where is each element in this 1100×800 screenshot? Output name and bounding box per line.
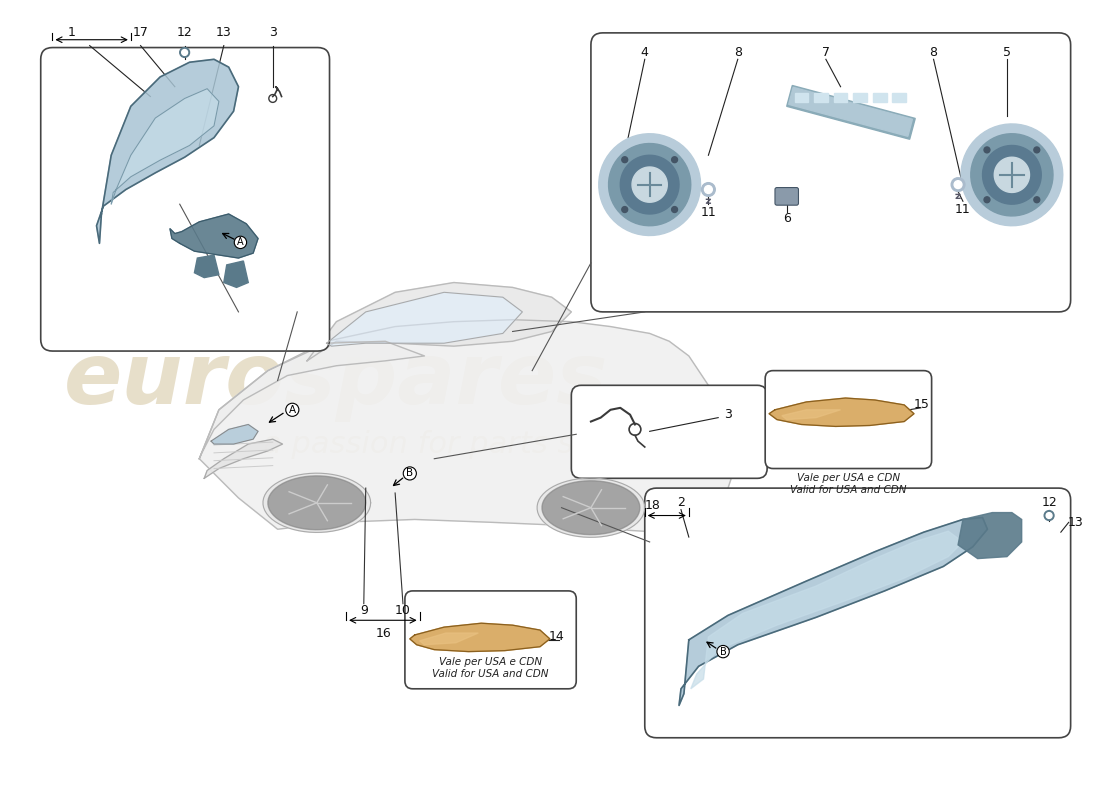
Text: 12: 12 xyxy=(1042,496,1057,510)
Polygon shape xyxy=(542,481,640,534)
Polygon shape xyxy=(327,292,522,346)
Circle shape xyxy=(672,206,678,213)
Polygon shape xyxy=(111,89,219,204)
Polygon shape xyxy=(170,214,258,258)
FancyBboxPatch shape xyxy=(766,370,932,469)
Text: 14: 14 xyxy=(549,630,564,643)
Circle shape xyxy=(984,147,990,153)
Polygon shape xyxy=(961,124,1063,226)
Text: 7: 7 xyxy=(822,46,829,59)
Polygon shape xyxy=(769,398,914,426)
FancyBboxPatch shape xyxy=(41,47,330,351)
Polygon shape xyxy=(971,134,1053,216)
Circle shape xyxy=(704,186,713,194)
Bar xyxy=(789,87,912,136)
Text: Vale per USA e CDN: Vale per USA e CDN xyxy=(796,474,900,483)
Text: 3: 3 xyxy=(724,408,732,421)
Bar xyxy=(814,93,828,102)
Text: 12: 12 xyxy=(177,26,192,39)
Text: 18: 18 xyxy=(645,499,660,512)
Text: 13: 13 xyxy=(216,26,232,39)
Text: Vale per USA e CDN: Vale per USA e CDN xyxy=(439,658,541,667)
Text: eurospares: eurospares xyxy=(64,339,608,422)
Text: Valid for USA and CDN: Valid for USA and CDN xyxy=(790,485,906,495)
Text: A: A xyxy=(238,238,244,247)
Polygon shape xyxy=(958,513,1022,558)
Polygon shape xyxy=(199,320,738,532)
Text: a passion for parts since 1985: a passion for parts since 1985 xyxy=(263,430,724,458)
Circle shape xyxy=(702,182,715,196)
Text: 13: 13 xyxy=(1068,516,1084,529)
Polygon shape xyxy=(205,439,283,478)
Bar xyxy=(794,93,808,102)
Circle shape xyxy=(952,178,965,191)
Polygon shape xyxy=(307,282,571,361)
Text: B: B xyxy=(719,646,726,657)
Polygon shape xyxy=(195,255,219,278)
Text: 16: 16 xyxy=(375,626,392,639)
Circle shape xyxy=(954,181,962,189)
Circle shape xyxy=(1046,513,1052,518)
Bar xyxy=(892,93,906,102)
Bar xyxy=(873,93,887,102)
Text: 5: 5 xyxy=(1003,46,1011,59)
Bar xyxy=(786,86,915,139)
FancyBboxPatch shape xyxy=(571,386,767,478)
Text: A: A xyxy=(289,405,296,414)
Polygon shape xyxy=(419,633,478,645)
Polygon shape xyxy=(598,134,701,235)
Text: 9: 9 xyxy=(360,604,367,617)
Polygon shape xyxy=(199,342,425,458)
Text: 17: 17 xyxy=(133,26,148,39)
Circle shape xyxy=(672,157,678,162)
Circle shape xyxy=(179,47,189,58)
Text: 6: 6 xyxy=(783,212,791,226)
Text: 11: 11 xyxy=(955,202,971,215)
Circle shape xyxy=(182,50,188,55)
Polygon shape xyxy=(994,158,1030,193)
Text: 15: 15 xyxy=(914,398,929,411)
Text: Valid for USA and CDN: Valid for USA and CDN xyxy=(432,669,548,679)
Polygon shape xyxy=(782,410,840,419)
Circle shape xyxy=(1034,197,1040,202)
Polygon shape xyxy=(632,167,668,202)
Polygon shape xyxy=(537,478,645,538)
Text: 8: 8 xyxy=(930,46,937,59)
Polygon shape xyxy=(223,261,249,287)
Circle shape xyxy=(621,157,628,162)
Bar xyxy=(854,93,867,102)
Text: 10: 10 xyxy=(395,604,411,617)
Polygon shape xyxy=(410,623,550,652)
Text: B: B xyxy=(406,469,414,478)
Text: 3: 3 xyxy=(268,26,277,39)
FancyBboxPatch shape xyxy=(591,33,1070,312)
Circle shape xyxy=(1044,510,1054,521)
Polygon shape xyxy=(679,518,988,706)
Polygon shape xyxy=(268,476,366,530)
Text: 1: 1 xyxy=(68,26,76,39)
Circle shape xyxy=(621,206,628,213)
FancyBboxPatch shape xyxy=(405,591,576,689)
FancyBboxPatch shape xyxy=(776,187,799,205)
Polygon shape xyxy=(97,59,239,243)
FancyBboxPatch shape xyxy=(645,488,1070,738)
Bar xyxy=(834,93,847,102)
Polygon shape xyxy=(608,143,691,226)
Polygon shape xyxy=(211,425,258,444)
Polygon shape xyxy=(263,473,371,532)
Text: 11: 11 xyxy=(701,206,716,218)
Polygon shape xyxy=(982,146,1042,204)
Circle shape xyxy=(984,197,990,202)
Text: 2: 2 xyxy=(678,496,685,510)
Text: 4: 4 xyxy=(641,46,649,59)
Polygon shape xyxy=(691,531,962,689)
Circle shape xyxy=(1034,147,1040,153)
Polygon shape xyxy=(620,155,679,214)
Text: 8: 8 xyxy=(734,46,741,59)
